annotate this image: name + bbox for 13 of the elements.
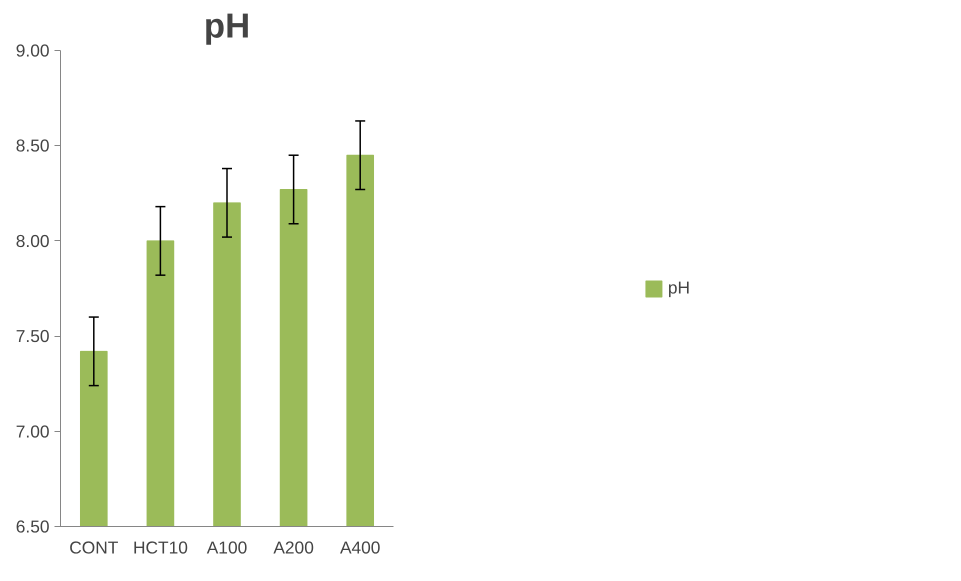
legend-label: pH: [668, 278, 690, 298]
x-tick-label: HCT10: [132, 538, 188, 558]
y-tick-label: 8.00: [16, 230, 50, 251]
y-tick-label: 9.00: [16, 40, 50, 60]
y-tick-label: 6.50: [16, 516, 50, 536]
y-tick-label: 7.50: [16, 326, 50, 346]
y-tick-label: 8.50: [16, 136, 50, 156]
x-tick-label: A100: [206, 538, 248, 558]
y-tick-label: 7.00: [16, 421, 50, 442]
x-tick-label: A400: [340, 538, 380, 558]
x-tick-label: CONT: [69, 538, 119, 558]
x-tick-label: A200: [273, 538, 314, 558]
chart-title: pH: [204, 8, 250, 46]
